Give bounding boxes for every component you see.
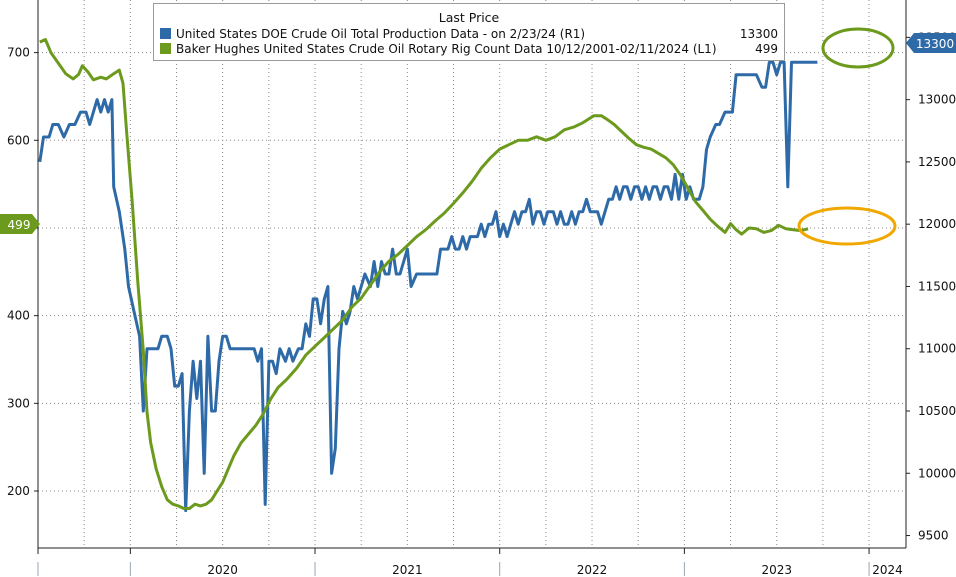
- highlight-ellipse-rigs: [797, 206, 897, 246]
- highlight-ellipse-production: [821, 27, 895, 69]
- x-tick-label: 2020: [207, 563, 238, 577]
- x-tick-label: 2024: [872, 563, 903, 577]
- y-right-tick-label: 12000: [918, 217, 956, 231]
- y-left-tick-label: 200: [7, 484, 30, 498]
- y-left-tick-label: 300: [7, 396, 30, 410]
- y-left-tick-label: 400: [7, 309, 30, 323]
- x-tick-label: 2022: [577, 563, 608, 577]
- y-axis-right: 9500 10000 10500 11000 11500 12000 12500 13000 1…: [906, 30, 956, 543]
- x-tick-label: 2021: [392, 563, 423, 577]
- y-right-tick-label: 11000: [918, 342, 956, 356]
- y-axis-left: 200300400500600700: [7, 46, 38, 498]
- y-right-tick-label: 11500: [918, 279, 956, 293]
- legend: Last Price United States DOE Crude Oil T…: [153, 3, 785, 61]
- series-lines: [38, 38, 818, 513]
- series-line-production: [38, 60, 818, 513]
- legend-entry-production: United States DOE Crude Oil Total Produc…: [160, 26, 778, 41]
- legend-entry-rigs: Baker Hughes United States Crude Oil Rot…: [160, 41, 778, 56]
- y-right-tick-label: 12500: [918, 155, 956, 169]
- y-right-tick-label: 13000: [918, 93, 956, 107]
- legend-series-name: Baker Hughes United States Crude Oil Rot…: [176, 41, 717, 56]
- legend-swatch-production: [160, 28, 171, 39]
- gridlines: [38, 0, 906, 548]
- left-badge-value: 499: [8, 218, 31, 232]
- left-badge-shape: [0, 214, 40, 234]
- x-axis: 2020 2021 2022 2023 2024: [37, 548, 903, 577]
- series-line-rigs: [39, 38, 809, 510]
- legend-swatch-rigs: [160, 43, 171, 54]
- right-badge-shape: [906, 33, 956, 53]
- y-right-tick-label: 10500: [918, 404, 956, 418]
- legend-series-value: 13300: [739, 26, 778, 41]
- x-tick-label: 2023: [761, 563, 792, 577]
- y-right-tick-label: 9500: [918, 529, 949, 543]
- value-badges: 499 13300: [0, 33, 956, 234]
- y-left-tick-label: 700: [7, 46, 30, 60]
- legend-series-name: United States DOE Crude Oil Total Produc…: [176, 26, 586, 41]
- legend-series-value: 499: [755, 41, 778, 56]
- y-right-tick-label: 10000: [918, 466, 956, 480]
- y-left-tick-label: 600: [7, 133, 30, 147]
- legend-title: Last Price: [438, 10, 500, 25]
- right-badge-value: 13300: [916, 37, 954, 51]
